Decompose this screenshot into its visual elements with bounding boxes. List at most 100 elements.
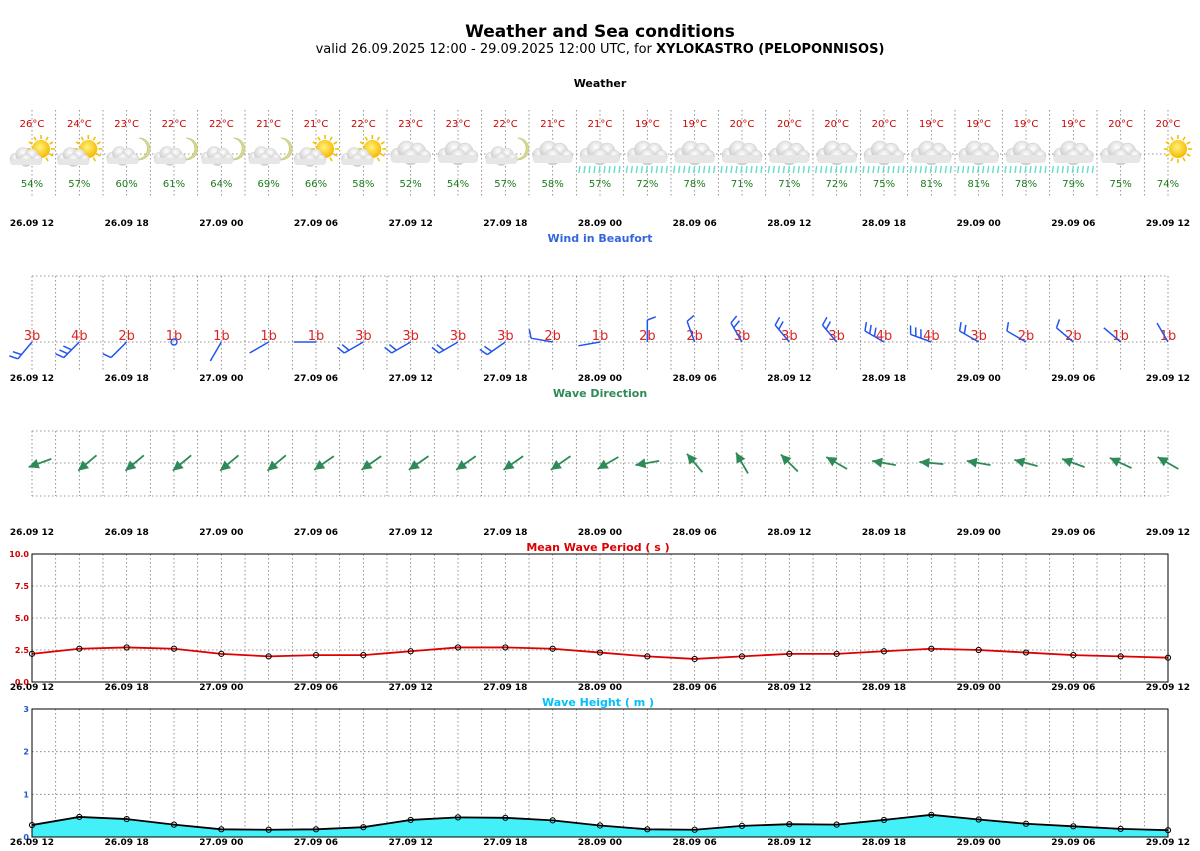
- humidity-label: 69%: [258, 179, 280, 190]
- wind-barb-feather: [55, 353, 65, 359]
- moon-cloud-icon: [248, 137, 293, 166]
- wind-barb-cell: 2b: [528, 329, 561, 344]
- weather-cell: 22°C 64%: [201, 119, 246, 190]
- rain-drop: [956, 165, 960, 174]
- rain-drop: [854, 165, 858, 174]
- wave-arrow-head: [314, 460, 326, 470]
- weather-cell: 21°C 66%: [293, 119, 339, 190]
- wind-barb-cell: 1b: [1156, 322, 1176, 344]
- time-axis-label: 26.09 18: [105, 838, 149, 848]
- humidity-label: 61%: [163, 179, 185, 190]
- cloud-base: [201, 157, 234, 164]
- wind-barb-cell: 4b: [909, 325, 940, 344]
- wind-barb-shaft: [1055, 327, 1074, 343]
- wave-direction-arrow: [686, 453, 704, 473]
- time-axis-label: 28.09 00: [578, 683, 622, 693]
- data-point: [265, 653, 272, 660]
- cloud-shape: [153, 146, 187, 166]
- rain-drop: [1061, 165, 1065, 174]
- wave-direction-arrow: [735, 452, 749, 474]
- wave-direction-arrow: [597, 456, 619, 470]
- wind-barb-shaft: [530, 337, 553, 343]
- sun-cloud-icon: [9, 135, 55, 167]
- wind-barb-feather: [647, 316, 657, 321]
- rain-drop: [909, 165, 913, 174]
- wind-speed-label: 1b: [166, 329, 183, 344]
- rain-drop: [991, 165, 995, 174]
- weather-cell: 20°C 71%: [720, 119, 763, 190]
- wind-barb-cell: 2b: [639, 316, 657, 344]
- time-axis-label: 29.09 12: [1146, 528, 1190, 538]
- time-axis-label: 27.09 18: [483, 374, 527, 384]
- rain-drop: [1039, 165, 1042, 174]
- validity-text: valid 26.09.2025 12:00 - 29.09.2025 12:0…: [316, 42, 656, 57]
- series-line: [31, 646, 1169, 660]
- wind-barb-cell: 3b: [821, 316, 845, 344]
- humidity-label: 81%: [920, 179, 942, 190]
- location-name: XYLOKASTRO (PELOPONNISOS): [656, 42, 884, 57]
- wave-direction-arrow: [872, 457, 896, 468]
- rain-drop: [961, 165, 965, 174]
- wind-barb-feather: [1006, 321, 1010, 332]
- rain-drop: [760, 165, 763, 174]
- time-axis-label: 26.09 12: [10, 838, 54, 848]
- wind-grid: [31, 276, 1169, 372]
- sun-ray: [92, 157, 97, 162]
- rain-cloud-icon: [956, 140, 1000, 174]
- cloud-shape: [248, 146, 281, 166]
- plot-frame: [31, 553, 1169, 683]
- weather-cell: 20°C 71%: [767, 119, 811, 190]
- wave-direction-panel: [28, 430, 1179, 497]
- temperature-label: 19°C: [635, 119, 660, 130]
- time-axis-label: 27.09 00: [199, 683, 243, 693]
- cloud-shape: [390, 140, 431, 166]
- wave-arrow-head: [172, 460, 184, 471]
- cloud-shape: [57, 147, 90, 167]
- wave-period-chart: 0.0 2.5 5.0 7.5 10.0: [9, 550, 1172, 687]
- rain-drop: [914, 165, 918, 174]
- rain-drop: [902, 165, 905, 174]
- data-point: [691, 826, 698, 833]
- wind-barb-feather: [730, 315, 738, 324]
- cloud-base: [438, 155, 478, 163]
- rain-drop: [682, 165, 686, 174]
- rain-drop: [697, 165, 701, 174]
- time-axis-label: 29.09 00: [957, 683, 1001, 693]
- wave-arrow-head: [826, 457, 838, 467]
- time-axis-label: 26.09 12: [10, 374, 54, 384]
- wave-arrow-head: [1014, 457, 1026, 468]
- weather-panel: 26°C 54% 24°C 57% 23°C 60% 22°C 61% 22°C 64% 21°C 6…: [9, 110, 1192, 198]
- y-tick-label: 0.0: [15, 678, 30, 687]
- time-axis-label: 29.09 06: [1051, 683, 1095, 693]
- cloud-shape: [579, 140, 621, 166]
- wave-direction-arrow: [266, 454, 287, 472]
- wave-direction-arrow: [172, 454, 192, 472]
- weather-cell: 19°C 78%: [672, 119, 716, 190]
- rain-drop: [949, 165, 953, 174]
- sun-icon: [1164, 135, 1192, 163]
- time-axis-label: 28.09 12: [767, 374, 811, 384]
- cloud-base: [532, 155, 573, 163]
- rain-drop: [844, 165, 848, 174]
- sun-disc: [1169, 140, 1187, 158]
- cloud-base: [57, 158, 90, 165]
- wave-direction-arrow: [1014, 457, 1038, 468]
- wave-arrow-head: [220, 460, 232, 471]
- data-point: [1117, 653, 1124, 660]
- sun-cloud-icon: [293, 135, 339, 167]
- y-tick-label: 5.0: [15, 614, 30, 623]
- rain-drop: [1081, 165, 1085, 174]
- cloud-shape: [674, 140, 715, 166]
- wind-barb-shaft: [821, 324, 838, 343]
- data-point: [833, 650, 840, 657]
- rain-drop: [867, 165, 870, 174]
- cloud-shape: [911, 140, 952, 166]
- humidity-label: 60%: [116, 179, 138, 190]
- data-point: [880, 816, 888, 824]
- temperature-label: 26°C: [20, 119, 45, 130]
- humidity-label: 72%: [636, 179, 658, 190]
- data-point: [786, 821, 793, 828]
- wind-speed-label: 3b: [734, 329, 751, 344]
- sun-ray: [96, 141, 101, 145]
